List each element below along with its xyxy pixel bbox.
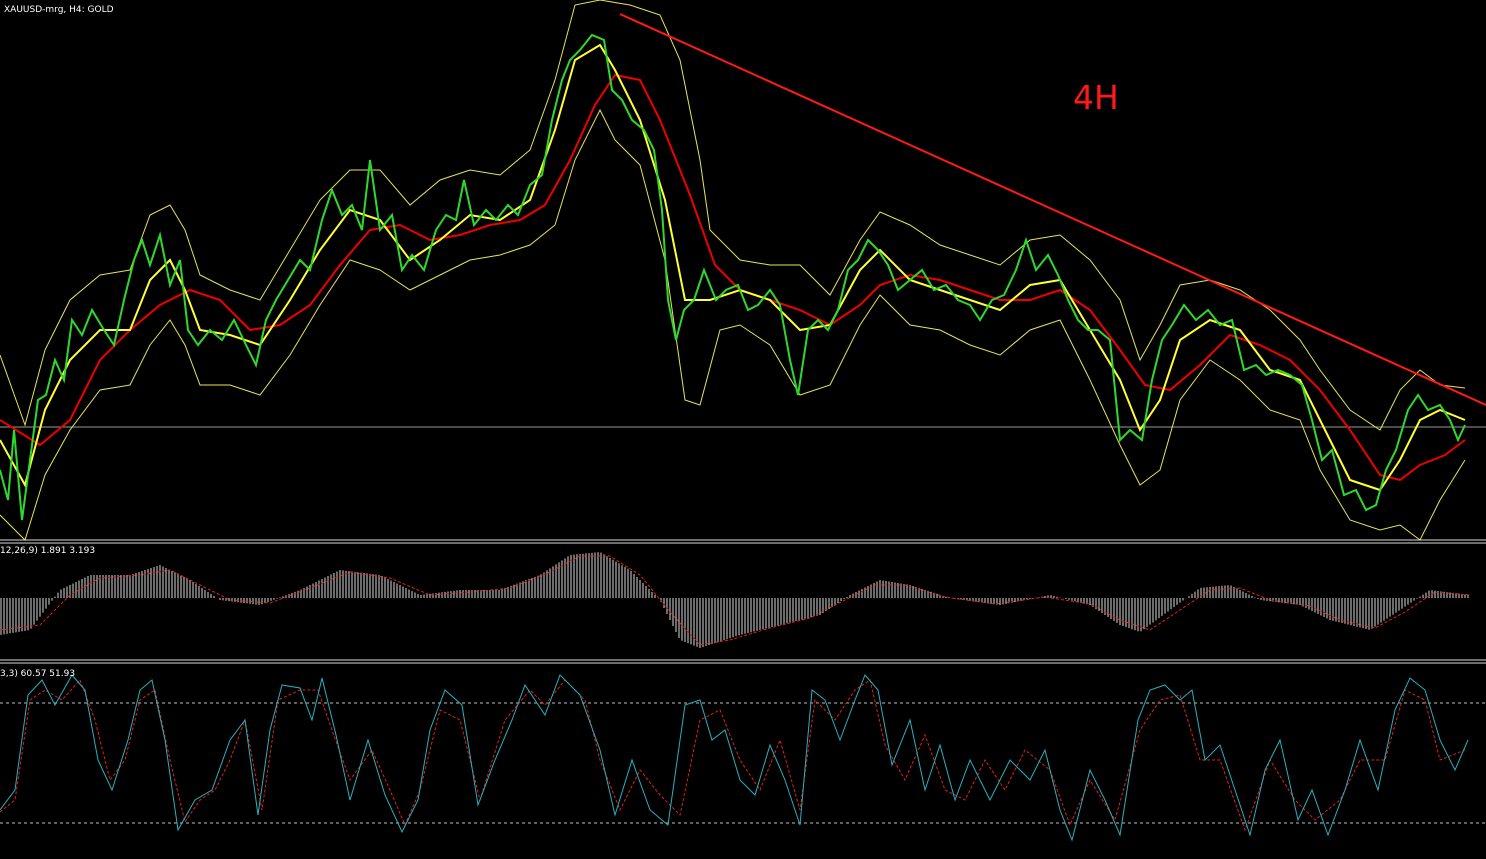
timeframe-annotation: 4H bbox=[1073, 78, 1119, 117]
trend-line bbox=[619, 13, 1486, 406]
fast-moving-average bbox=[0, 43, 1466, 492]
stoch-label: 3,3) 60.57 51.93 bbox=[0, 669, 75, 679]
macd-histogram bbox=[0, 552, 1469, 648]
bollinger-upper bbox=[0, 0, 1466, 431]
stoch-signal bbox=[0, 679, 1466, 832]
macd-signal bbox=[0, 555, 1471, 646]
stoch-main bbox=[0, 674, 1469, 842]
bollinger-lower bbox=[0, 108, 1466, 541]
macd-label: 12,26,9) 1.891 3.193 bbox=[0, 546, 95, 556]
chart-header: XAUUSD-mrg, H4: GOLD bbox=[4, 5, 114, 15]
price-trace bbox=[0, 33, 1466, 521]
